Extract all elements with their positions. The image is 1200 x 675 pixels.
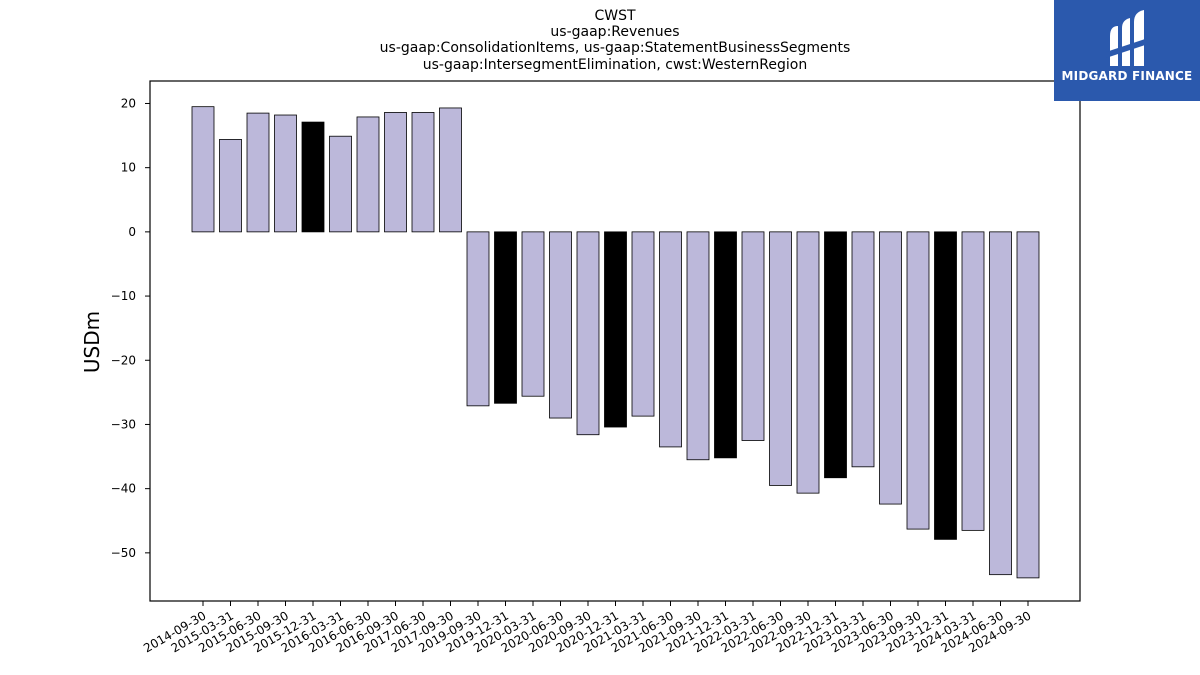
chart-title: CWST us-gaap:Revenues us-gaap:Consolidat… (380, 8, 851, 73)
y-tick-label: 0 (128, 225, 136, 239)
midgard-finance-logo: MIDGARD FINANCE (1054, 0, 1200, 101)
plot-frame (149, 80, 1081, 602)
bar-2015-03-31 (219, 139, 242, 233)
title-line-1: CWST (594, 8, 636, 24)
bar-2024-09-30 (1016, 231, 1040, 579)
y-axis-label: USDm (80, 311, 104, 373)
bar-2019-09-30 (466, 231, 490, 407)
x-axis-ticks: 2014-09-302015-03-312015-06-302015-09-30… (141, 601, 1034, 655)
bar-2024-03-31 (961, 231, 985, 531)
bar-2023-03-31 (851, 231, 875, 468)
bars (191, 106, 1040, 579)
bar-2019-12-31 (494, 231, 517, 404)
y-tick-label: −30 (111, 417, 136, 431)
bar-2024-06-30 (989, 231, 1012, 576)
bar-2022-06-30 (769, 231, 792, 486)
logo-text: MIDGARD FINANCE (1061, 69, 1193, 83)
title-line-2: us-gaap:Revenues (550, 24, 679, 40)
y-tick-label: −10 (111, 289, 136, 303)
y-tick-label: −20 (111, 353, 136, 367)
bar-2022-09-30 (796, 231, 820, 494)
bar-2021-12-31 (714, 231, 737, 459)
midgard-logo-icon (1106, 10, 1148, 66)
y-tick-label: −40 (111, 482, 136, 496)
bar-2020-06-30 (549, 231, 572, 419)
bar-2021-06-30 (659, 231, 682, 448)
title-line-3: us-gaap:ConsolidationItems, us-gaap:Stat… (380, 40, 851, 56)
bar-2021-09-30 (686, 231, 710, 461)
bar-2014-09-30 (191, 106, 215, 233)
bar-2023-09-30 (906, 231, 930, 530)
title-line-4: us-gaap:IntersegmentElimination, cwst:We… (423, 57, 807, 73)
y-axis-ticks: 20 10 0 −10 −20 −30 −40 −50 (111, 96, 150, 560)
bar-2015-06-30 (246, 112, 270, 233)
bar-2017-06-30 (411, 112, 435, 233)
bar-2016-03-31 (329, 135, 352, 233)
bar-2015-09-30 (274, 114, 297, 233)
bar-2021-03-31 (631, 231, 655, 417)
bar-2015-12-31 (301, 121, 325, 233)
bar-2020-12-31 (604, 231, 627, 428)
bar-2016-09-30 (384, 112, 407, 233)
bar-2022-12-31 (824, 231, 847, 479)
bar-2017-09-30 (439, 107, 462, 233)
y-tick-label: 20 (121, 96, 136, 110)
y-tick-label: −50 (111, 546, 136, 560)
bar-2023-12-31 (934, 231, 957, 540)
bar-2023-06-30 (879, 231, 902, 505)
bar-2020-03-31 (521, 231, 545, 397)
bar-2016-06-30 (356, 116, 380, 233)
y-tick-label: 10 (121, 161, 136, 175)
bar-2022-03-31 (741, 231, 765, 441)
bar-2020-09-30 (576, 231, 600, 436)
